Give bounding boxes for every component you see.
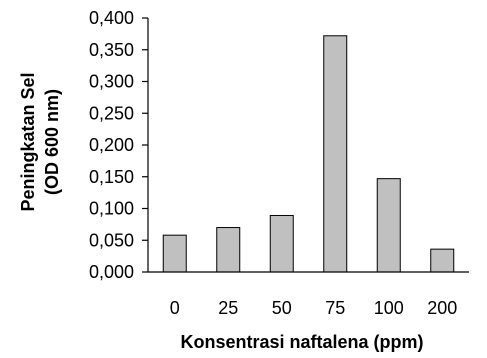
bars xyxy=(162,35,455,273)
y-tick-label: 0,050 xyxy=(89,230,134,250)
x-tick-label: 100 xyxy=(374,298,404,318)
y-tick-label: 0,250 xyxy=(89,103,134,123)
x-tick-label: 200 xyxy=(427,298,457,318)
bar-50 xyxy=(269,214,294,273)
y-tick-label: 0,150 xyxy=(89,167,134,187)
x-axis-title: Konsentrasi naftalena (ppm) xyxy=(180,332,423,352)
y-tick-label: 0,350 xyxy=(89,40,134,60)
y-tick-label: 0,100 xyxy=(89,199,134,219)
x-tick-label: 0 xyxy=(170,298,180,318)
bar-0 xyxy=(162,234,187,273)
bar-25 xyxy=(216,227,241,273)
y-tick-label: 0,200 xyxy=(89,135,134,155)
y-axis-title-line2: (OD 600 nm) xyxy=(42,89,62,195)
bar-75 xyxy=(323,35,348,273)
bar-100 xyxy=(376,178,401,273)
x-tick-label: 50 xyxy=(272,298,292,318)
bar-200 xyxy=(430,248,455,273)
y-axis-title-line1: Peningkatan Sel xyxy=(18,72,38,211)
y-tick-label: 0,300 xyxy=(89,72,134,92)
y-tick-label: 0,000 xyxy=(89,262,134,282)
x-tick-label: 75 xyxy=(325,298,345,318)
x-axis-ticks: 0 25 50 75 100 200 xyxy=(170,298,458,318)
y-axis-ticks: 0,000 0,050 0,100 0,150 0,200 0,250 0,300 0,350… xyxy=(89,8,148,282)
y-tick-label: 0,400 xyxy=(89,8,134,28)
x-tick-label: 25 xyxy=(218,298,238,318)
